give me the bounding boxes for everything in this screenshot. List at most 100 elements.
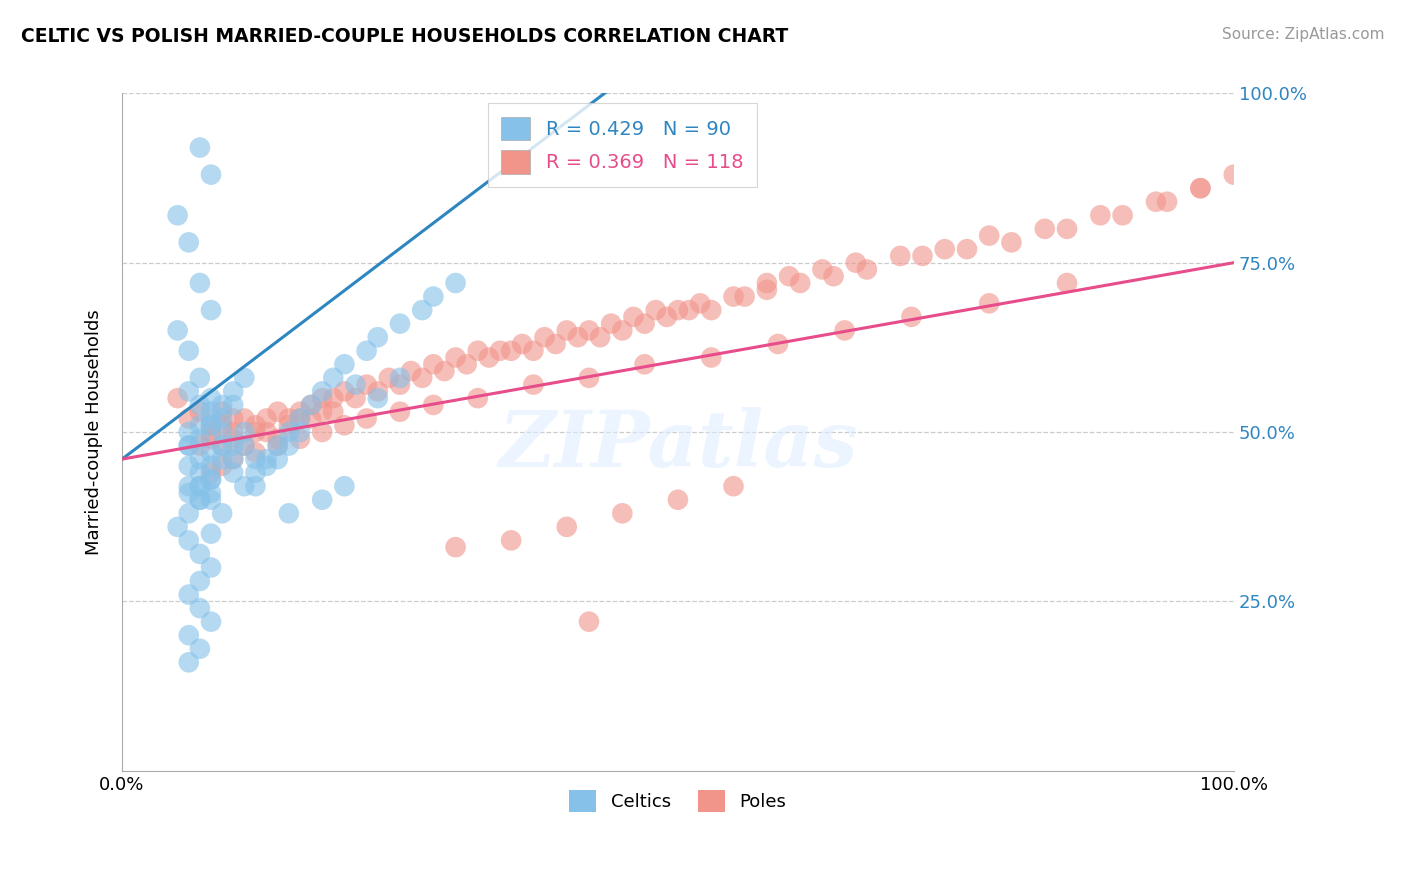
Point [200, 526, 222, 541]
Point [333, 479, 356, 493]
Point [177, 506, 200, 520]
Point [211, 405, 233, 419]
Point [344, 391, 367, 405]
Point [188, 432, 211, 446]
Point [612, 323, 634, 337]
Point [188, 492, 211, 507]
Point [177, 411, 200, 425]
Point [177, 486, 200, 500]
Point [856, 262, 879, 277]
Point [288, 411, 311, 425]
Point [356, 411, 378, 425]
Point [467, 391, 489, 405]
Point [1144, 194, 1167, 209]
Point [200, 458, 222, 473]
Point [311, 391, 333, 405]
Point [222, 411, 245, 425]
Point [200, 391, 222, 405]
Point [1223, 168, 1246, 182]
Point [177, 458, 200, 473]
Point [166, 391, 188, 405]
Point [211, 439, 233, 453]
Point [666, 303, 689, 318]
Point [1189, 181, 1212, 195]
Point [256, 425, 278, 439]
Point [411, 303, 433, 318]
Point [177, 479, 200, 493]
Point [256, 452, 278, 467]
Text: CELTIC VS POLISH MARRIED-COUPLE HOUSEHOLDS CORRELATION CHART: CELTIC VS POLISH MARRIED-COUPLE HOUSEHOL… [21, 27, 789, 45]
Point [200, 560, 222, 574]
Point [378, 371, 401, 385]
Point [200, 472, 222, 486]
Point [299, 398, 322, 412]
Point [900, 310, 922, 324]
Point [934, 242, 956, 256]
Point [299, 398, 322, 412]
Point [766, 337, 789, 351]
Point [233, 425, 256, 439]
Point [811, 262, 834, 277]
Point [222, 466, 245, 480]
Point [245, 479, 267, 493]
Point [200, 492, 222, 507]
Point [589, 330, 612, 344]
Point [644, 303, 666, 318]
Point [188, 601, 211, 615]
Point [533, 330, 555, 344]
Point [388, 405, 411, 419]
Point [211, 425, 233, 439]
Point [956, 242, 979, 256]
Point [233, 479, 256, 493]
Point [177, 384, 200, 399]
Point [311, 405, 333, 419]
Point [177, 588, 200, 602]
Point [233, 439, 256, 453]
Point [845, 255, 868, 269]
Point [177, 533, 200, 548]
Point [311, 384, 333, 399]
Point [911, 249, 934, 263]
Text: ZIPatlas: ZIPatlas [498, 408, 858, 483]
Point [834, 323, 856, 337]
Point [544, 337, 567, 351]
Point [367, 330, 389, 344]
Point [188, 452, 211, 467]
Point [200, 445, 222, 459]
Point [399, 364, 422, 378]
Point [1033, 222, 1056, 236]
Point [333, 357, 356, 371]
Point [222, 398, 245, 412]
Point [188, 466, 211, 480]
Point [633, 357, 655, 371]
Point [222, 425, 245, 439]
Point [633, 317, 655, 331]
Point [311, 492, 333, 507]
Point [245, 445, 267, 459]
Point [510, 337, 533, 351]
Point [188, 418, 211, 433]
Point [979, 228, 1001, 243]
Point [422, 398, 444, 412]
Point [1000, 235, 1022, 250]
Point [567, 330, 589, 344]
Point [200, 432, 222, 446]
Point [666, 492, 689, 507]
Point [211, 439, 233, 453]
Point [979, 296, 1001, 310]
Point [433, 364, 456, 378]
Point [478, 351, 501, 365]
Point [356, 343, 378, 358]
Point [489, 343, 512, 358]
Point [177, 439, 200, 453]
Point [578, 323, 600, 337]
Point [1056, 276, 1078, 290]
Point [277, 418, 299, 433]
Point [700, 303, 723, 318]
Point [444, 351, 467, 365]
Point [233, 439, 256, 453]
Point [222, 452, 245, 467]
Point [288, 405, 311, 419]
Point [256, 458, 278, 473]
Point [388, 377, 411, 392]
